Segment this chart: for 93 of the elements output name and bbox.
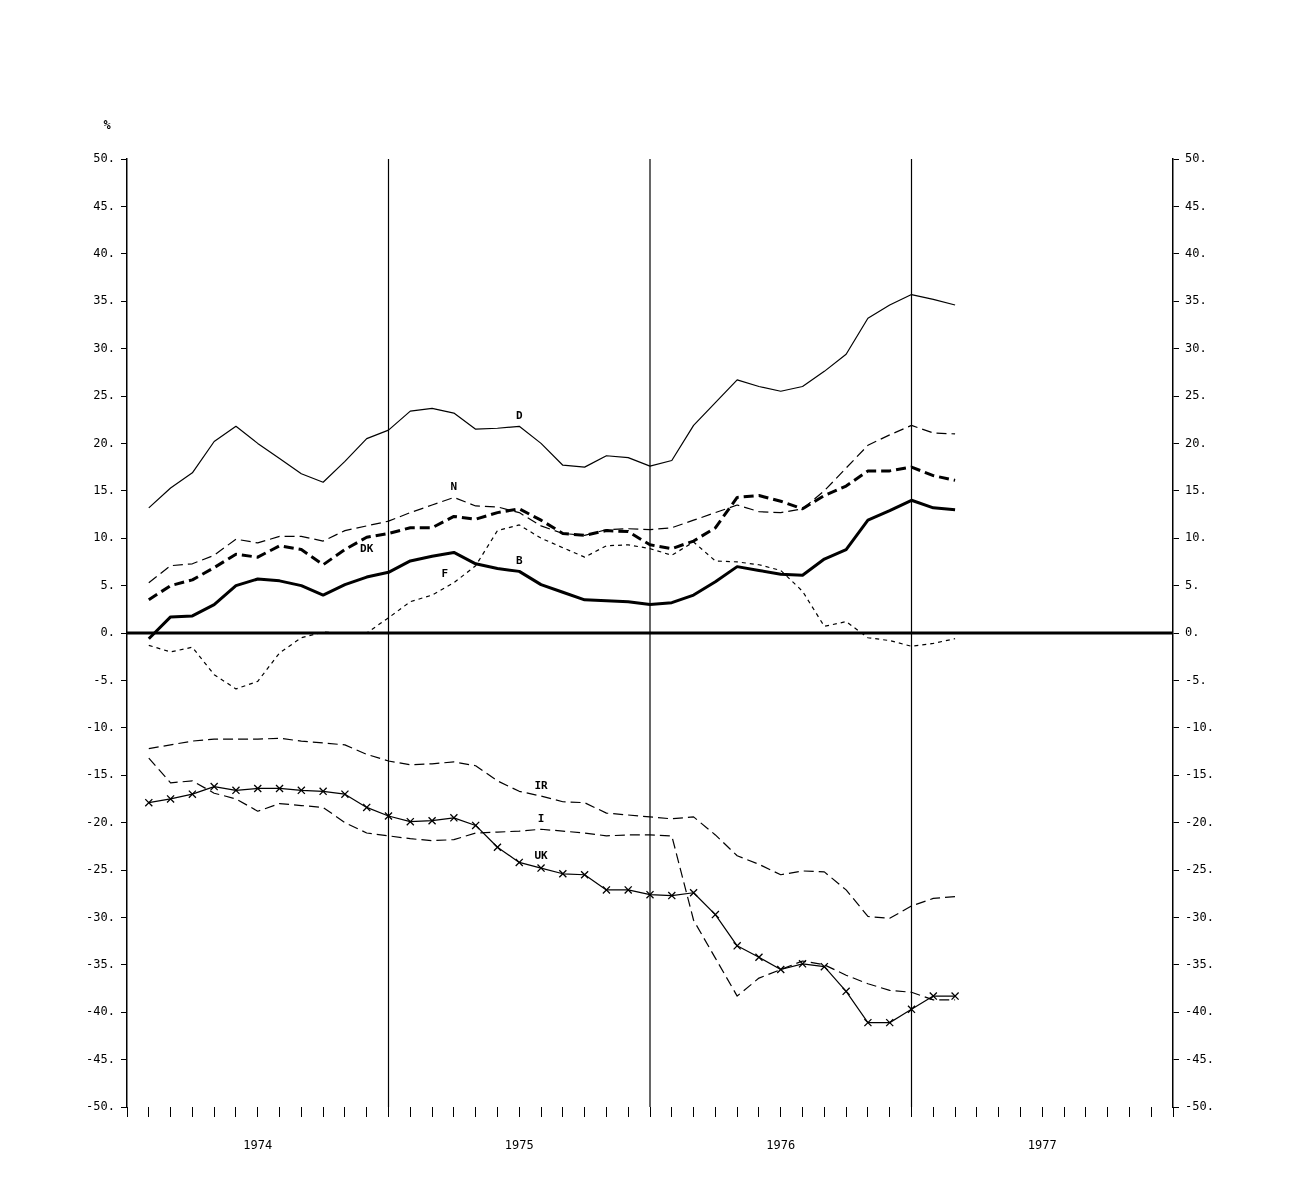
y2-tick-label: -30.: [1185, 909, 1214, 924]
point: [318, 787, 328, 796]
x-tick-label: 1976: [766, 1138, 796, 1153]
point: [166, 794, 175, 804]
y-tick-label: -15.: [86, 767, 115, 782]
point: [689, 888, 698, 897]
y-tick-label: 5.: [100, 577, 115, 592]
series-label: I: [537, 812, 545, 826]
y2-tick-label: -45.: [1185, 1051, 1214, 1066]
point: [253, 784, 262, 793]
y2-tick-label: 30.: [1185, 340, 1207, 355]
point: [580, 870, 589, 879]
point: [536, 863, 546, 873]
y-tick-label: -40.: [86, 1004, 115, 1019]
y2-tick-label: -5.: [1185, 672, 1207, 687]
point: [907, 1005, 916, 1014]
point: [515, 858, 524, 867]
point: [471, 821, 480, 830]
point: [297, 786, 306, 795]
y-tick-label: -25.: [86, 862, 115, 877]
y-tick-label: 0.: [100, 625, 115, 640]
point: [624, 885, 633, 895]
series-label: F: [441, 566, 449, 580]
series-label: UK: [534, 849, 549, 863]
y2-tick-label: -15.: [1185, 767, 1214, 782]
point: [144, 798, 153, 807]
series-label: DK: [360, 542, 374, 556]
point: [602, 885, 611, 895]
y-tick-label: -30.: [86, 909, 115, 924]
y2-tick-label: 20.: [1185, 435, 1207, 450]
y2-tick-label: 50.: [1185, 151, 1207, 166]
point: [776, 965, 785, 974]
series-label: N: [450, 480, 458, 494]
y-tick-label: 40.: [93, 245, 115, 260]
point: [406, 817, 415, 826]
y2-tick-label: 0.: [1185, 625, 1200, 640]
y2-tick-label: 40.: [1185, 245, 1207, 260]
series-label: D: [515, 409, 523, 423]
point: [427, 816, 437, 825]
x-tick-label: 1975: [504, 1138, 534, 1153]
y-tick-label: -5.: [93, 672, 115, 687]
y-tick-label: -35.: [86, 956, 115, 971]
y-tick-label: 10.: [93, 530, 115, 545]
y-axis-title: %: [103, 118, 112, 132]
point: [841, 987, 851, 996]
y-tick-label: 25.: [93, 388, 115, 403]
point: [558, 869, 568, 878]
y-tick-label: -10.: [86, 719, 115, 734]
point: [231, 786, 241, 795]
point: [732, 941, 742, 951]
y-tick-label: 15.: [93, 482, 115, 497]
y2-tick-label: 35.: [1185, 293, 1207, 308]
point: [711, 910, 720, 919]
y-tick-label: -45.: [86, 1051, 115, 1066]
point: [754, 953, 764, 962]
y-tick-label: 35.: [93, 293, 115, 308]
point: [449, 813, 459, 823]
y2-tick-label: -50.: [1185, 1099, 1214, 1114]
y-tick-label: 50.: [93, 151, 115, 166]
y2-tick-label: -20.: [1185, 814, 1214, 829]
x-tick-label: 1977: [1027, 1138, 1057, 1153]
y-tick-label: 30.: [93, 340, 115, 355]
series-label: IR: [534, 779, 549, 793]
series-label: B: [515, 554, 523, 568]
y2-tick-label: 5.: [1185, 577, 1200, 592]
point: [820, 962, 829, 971]
y2-tick-label: 10.: [1185, 530, 1207, 545]
point: [950, 991, 960, 1001]
y2-tick-label: 15.: [1185, 482, 1207, 497]
y2-tick-label: -40.: [1185, 1004, 1214, 1019]
point: [362, 803, 371, 812]
y-tick-label: 20.: [93, 435, 115, 450]
y-tick-label: -20.: [86, 814, 115, 829]
point: [645, 890, 655, 899]
point: [384, 811, 393, 821]
point: [798, 959, 807, 969]
y2-tick-label: -25.: [1185, 862, 1214, 877]
y2-tick-label: 45.: [1185, 198, 1207, 213]
point: [188, 789, 197, 799]
x-tick-label: 1974: [243, 1138, 273, 1153]
point: [275, 784, 284, 793]
point: [209, 782, 219, 791]
y2-tick-label: 25.: [1185, 388, 1207, 403]
y2-tick-label: -10.: [1185, 719, 1214, 734]
point: [863, 1018, 873, 1027]
point: [885, 1018, 894, 1027]
y2-tick-label: -35.: [1185, 956, 1214, 971]
y-tick-label: 45.: [93, 198, 115, 213]
y-tick-label: -50.: [86, 1099, 115, 1114]
point: [493, 843, 502, 852]
point: [667, 891, 676, 900]
point: [929, 991, 938, 1001]
point: [340, 789, 350, 799]
